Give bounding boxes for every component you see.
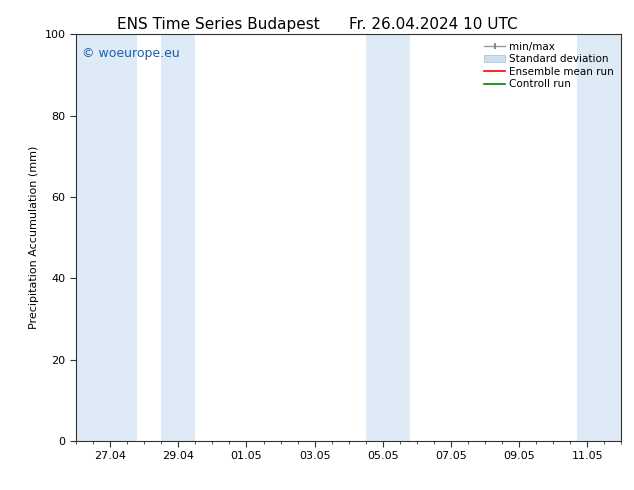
Legend: min/max, Standard deviation, Ensemble mean run, Controll run: min/max, Standard deviation, Ensemble me…: [482, 40, 616, 92]
Y-axis label: Precipitation Accumulation (mm): Precipitation Accumulation (mm): [29, 146, 39, 329]
Bar: [76, 34, 138, 441]
Bar: [161, 34, 195, 441]
Text: ENS Time Series Budapest      Fr. 26.04.2024 10 UTC: ENS Time Series Budapest Fr. 26.04.2024 …: [117, 17, 517, 32]
Bar: [577, 34, 621, 441]
Bar: [366, 34, 410, 441]
Text: © woeurope.eu: © woeurope.eu: [82, 47, 179, 59]
